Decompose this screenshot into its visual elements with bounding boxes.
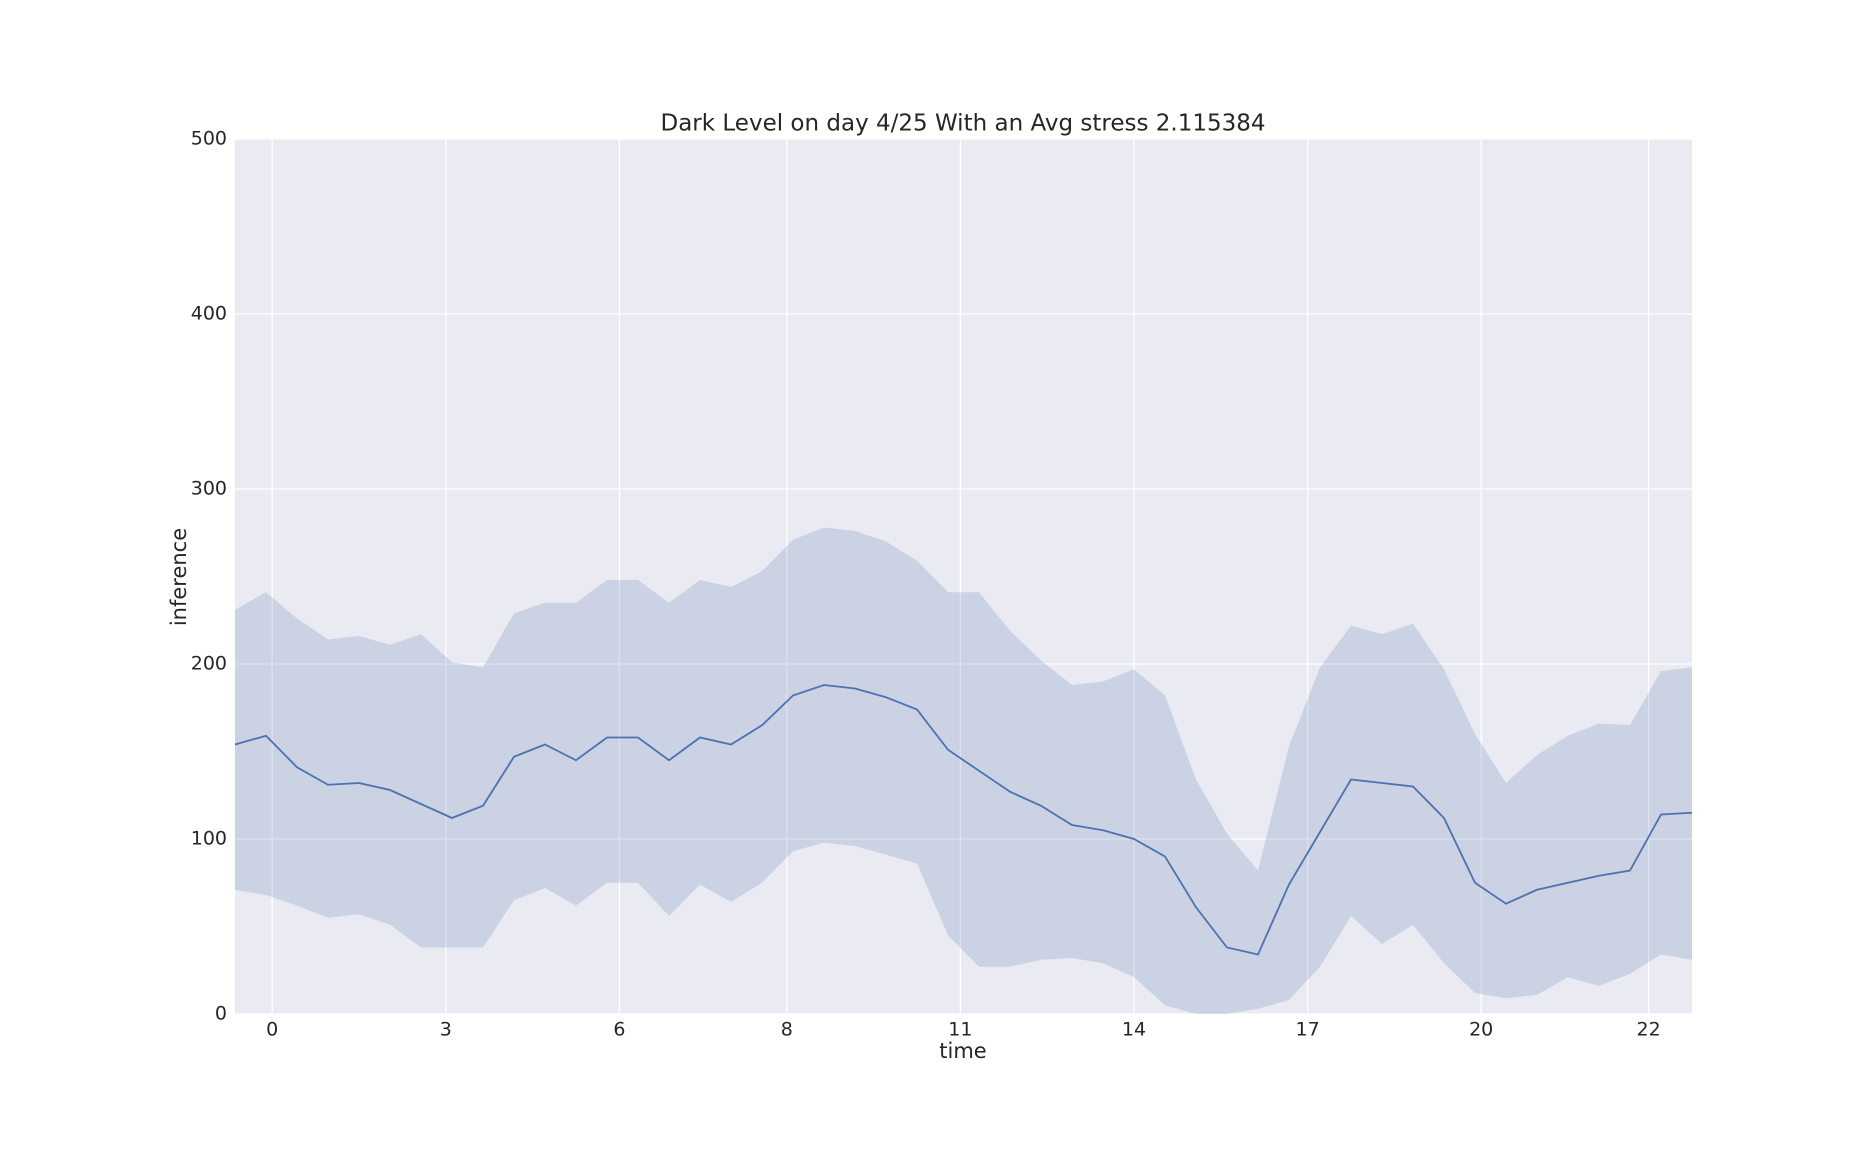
marks bbox=[234, 527, 1693, 1014]
x-tick-label: 14 bbox=[1122, 1019, 1146, 1041]
plot-area bbox=[235, 139, 1692, 1014]
y-tick-label: 100 bbox=[191, 828, 227, 850]
y-tick-label: 500 bbox=[191, 128, 227, 150]
y-tick-label: 0 bbox=[215, 1003, 227, 1025]
y-tick-label: 200 bbox=[191, 653, 227, 675]
confidence-band bbox=[235, 527, 1692, 1014]
y-tick-label: 300 bbox=[191, 478, 227, 500]
line bbox=[234, 684, 1693, 956]
grid bbox=[235, 138, 1692, 1015]
y-tick-label: 400 bbox=[191, 303, 227, 325]
x-tick-label: 3 bbox=[440, 1019, 452, 1041]
x-axis-label: time bbox=[939, 1039, 986, 1063]
x-tick-label: 6 bbox=[613, 1019, 625, 1041]
x-tick-label: 22 bbox=[1637, 1019, 1661, 1041]
x-tick-label: 8 bbox=[781, 1019, 793, 1041]
x-tick-label: 11 bbox=[948, 1019, 972, 1041]
x-tick-label: 17 bbox=[1296, 1019, 1320, 1041]
x-tick-label: 0 bbox=[266, 1019, 278, 1041]
chart-title: Dark Level on day 4/25 With an Avg stres… bbox=[661, 111, 1266, 137]
y-axis-label: inference bbox=[167, 528, 191, 626]
x-tick-label: 20 bbox=[1469, 1019, 1493, 1041]
